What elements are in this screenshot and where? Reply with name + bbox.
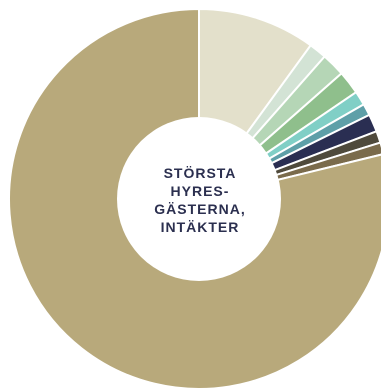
donut-center-hole	[117, 117, 281, 281]
